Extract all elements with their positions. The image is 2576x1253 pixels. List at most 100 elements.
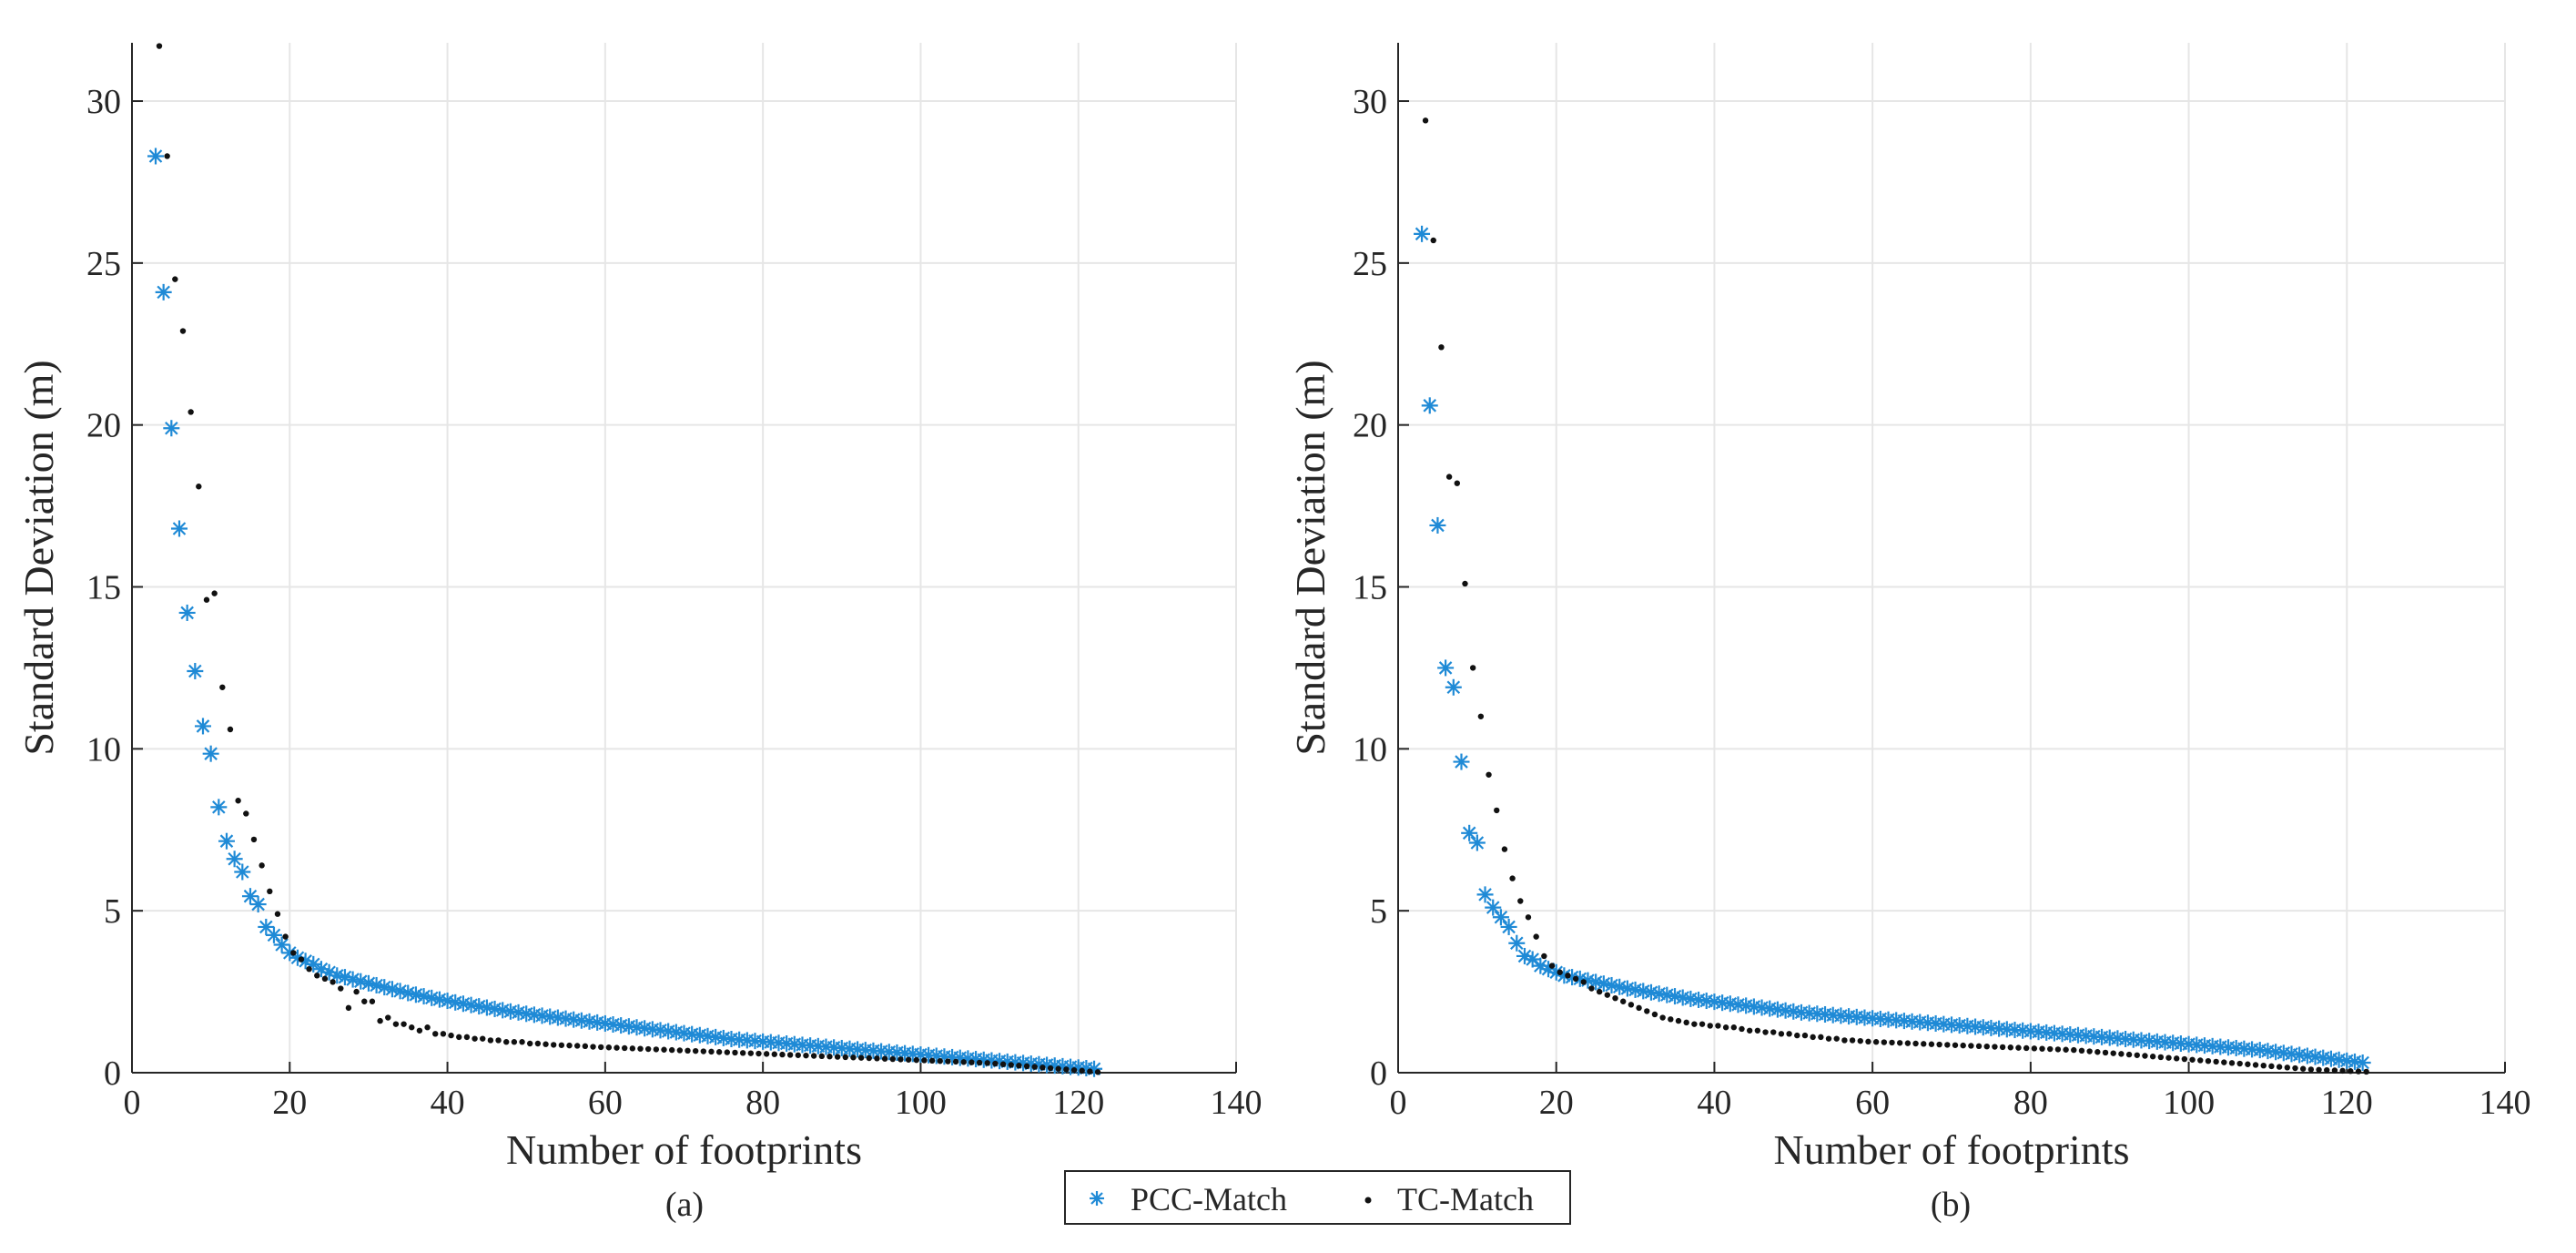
point-a-tc-35	[432, 1031, 439, 1037]
point-a-tc-61	[637, 1045, 644, 1052]
x-axis-label-b: Number of footprints	[1774, 1126, 2130, 1173]
point-b-pcc-12	[1508, 934, 1526, 952]
point-a-tc-71	[715, 1049, 723, 1055]
point-a-tc-76	[756, 1050, 762, 1057]
point-a-tc-90	[866, 1054, 872, 1062]
point-b-tc-105	[2252, 1062, 2259, 1068]
point-b-tc-107	[2268, 1063, 2275, 1070]
point-b-tc-87	[2110, 1050, 2116, 1056]
series-b-pcc	[1414, 225, 2371, 1071]
point-b-tc-39	[1730, 1024, 1738, 1031]
y-tick-label-a-1: 5	[104, 892, 121, 931]
point-a-tc-21	[321, 975, 329, 983]
point-b-tc-12	[1517, 898, 1524, 904]
x-tick-label-b-7: 140	[2480, 1084, 2531, 1122]
point-a-pcc-13	[249, 896, 267, 913]
point-a-tc-23	[338, 985, 344, 992]
point-a-tc-116	[1070, 1066, 1078, 1074]
point-a-pcc-32	[400, 984, 417, 1002]
point-a-tc-51	[558, 1042, 565, 1048]
point-a-tc-19	[306, 965, 312, 973]
point-a-tc-63	[653, 1046, 660, 1053]
point-a-tc-112	[1040, 1065, 1046, 1071]
y-tick-label-a-3: 15	[86, 569, 121, 607]
point-a-tc-77	[763, 1051, 770, 1057]
x-tick-label-a-3: 60	[588, 1084, 623, 1122]
point-a-tc-53	[574, 1043, 581, 1049]
x-tick-label-b-6: 120	[2321, 1084, 2373, 1122]
y-tick-label-b-0: 0	[1370, 1054, 1387, 1093]
point-a-tc-38	[456, 1034, 462, 1041]
point-a-tc-107	[999, 1061, 1007, 1067]
point-b-tc-100	[2213, 1058, 2219, 1065]
point-b-tc-42	[1754, 1027, 1761, 1034]
point-a-tc-72	[724, 1049, 731, 1055]
point-a-tc-36	[440, 1031, 447, 1037]
point-a-tc-57	[605, 1044, 613, 1051]
point-a-tc-14	[267, 888, 273, 895]
point-a-tc-45	[511, 1039, 518, 1045]
point-a-tc-106	[992, 1060, 999, 1067]
point-a-tc-75	[747, 1050, 755, 1056]
x-tick-label-a-1: 20	[272, 1084, 307, 1122]
point-b-tc-56	[1865, 1038, 1871, 1045]
legend-label-tc: TC-Match	[1397, 1181, 1534, 1217]
point-a-tc-117	[1079, 1067, 1085, 1075]
point-a-tc-28	[377, 1017, 383, 1024]
point-b-tc-94	[2165, 1054, 2172, 1061]
point-b-tc-102	[2228, 1060, 2236, 1066]
point-b-tc-108	[2276, 1064, 2283, 1070]
point-b-pcc-7	[1468, 834, 1486, 851]
x-tick-label-a-4: 80	[745, 1084, 780, 1122]
point-b-tc-55	[1857, 1037, 1863, 1044]
point-a-tc-18	[298, 956, 305, 963]
point-b-tc-74	[2007, 1044, 2013, 1051]
point-b-tc-95	[2174, 1055, 2180, 1062]
point-a-tc-13	[259, 862, 265, 869]
point-b-pcc-8	[1476, 886, 1494, 903]
point-b-tc-93	[2157, 1054, 2165, 1061]
point-b-tc-17	[1557, 969, 1563, 975]
point-a-tc-24	[345, 1004, 352, 1012]
point-a-tc-29	[385, 1014, 391, 1021]
point-a-tc-59	[621, 1044, 628, 1052]
series-a-pcc	[147, 148, 1103, 1077]
point-b-tc-4	[1454, 480, 1461, 486]
point-a-tc-82	[803, 1052, 809, 1059]
point-b-tc-3	[1445, 474, 1453, 480]
point-b-tc-75	[2015, 1044, 2022, 1051]
point-a-tc-78	[771, 1051, 778, 1057]
panel-a: 0 20 40 60 80 100 120 140 0 5 10 15 20 25 30 Number of …	[15, 43, 1263, 1224]
point-b-tc-66	[1944, 1042, 1951, 1048]
point-a-tc-27	[369, 998, 376, 1004]
point-b-tc-2	[1438, 344, 1445, 351]
asterisk-icon	[1090, 1191, 1104, 1206]
point-a-tc-44	[503, 1039, 510, 1045]
point-a-tc-52	[566, 1042, 573, 1049]
x-tick-label-a-7: 140	[1211, 1084, 1263, 1122]
point-a-tc-8	[219, 684, 226, 690]
point-a-tc-22	[330, 979, 336, 985]
point-b-tc-53	[1841, 1037, 1848, 1044]
point-b-tc-84	[2086, 1048, 2093, 1054]
point-b-tc-28	[1644, 1008, 1650, 1014]
point-a-tc-9	[227, 726, 234, 733]
x-tick-label-b-0: 0	[1390, 1084, 1407, 1122]
point-b-tc-8	[1486, 771, 1492, 778]
point-b-pcc-4	[1445, 678, 1462, 696]
point-b-tc-69	[1968, 1043, 1974, 1049]
point-a-tc-115	[1063, 1066, 1070, 1073]
point-a-tc-87	[842, 1054, 848, 1061]
point-a-tc-16	[282, 933, 289, 940]
point-a-tc-86	[834, 1054, 841, 1060]
point-a-tc-104	[976, 1059, 983, 1066]
point-b-tc-27	[1636, 1004, 1642, 1012]
point-a-pcc-0	[147, 148, 164, 165]
point-a-tc-97	[921, 1057, 928, 1064]
point-a-tc-114	[1055, 1065, 1061, 1072]
point-a-pcc-4	[178, 604, 196, 621]
point-a-pcc-10	[226, 851, 243, 868]
point-a-tc-68	[692, 1047, 699, 1054]
point-b-tc-68	[1960, 1042, 1966, 1049]
point-a-tc-2	[172, 276, 178, 282]
